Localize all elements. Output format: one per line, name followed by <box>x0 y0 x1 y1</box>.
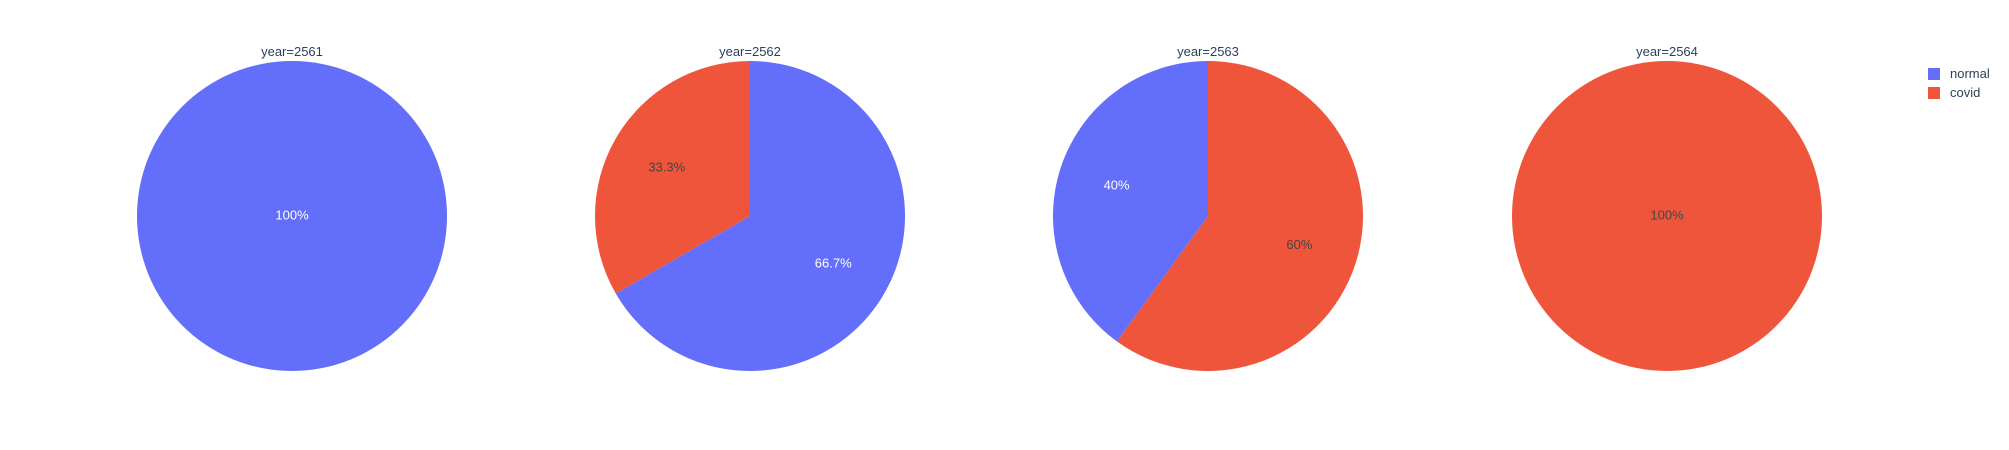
slice-percent-label: 100% <box>275 207 309 222</box>
legend-label: covid <box>1950 85 1980 100</box>
pie-facet: year=2562 66.7% 33.3% <box>595 44 905 371</box>
facet-title: year=2563 <box>1177 44 1239 59</box>
pie-facet: year=2561 100% <box>137 44 447 371</box>
pie-slice-covid[interactable] <box>595 61 750 294</box>
pie-facet: year=2563 60% 40% <box>1053 44 1364 371</box>
legend-label: normal <box>1950 66 1990 81</box>
slice-percent-label: 60% <box>1286 237 1312 252</box>
legend: normal covid <box>1928 66 1990 100</box>
slice-percent-label: 33.3% <box>648 159 685 174</box>
slice-percent-label: 40% <box>1104 178 1130 193</box>
slice-percent-label: 66.7% <box>815 255 852 270</box>
pie-facet: year=2564 100% <box>1512 44 1822 371</box>
pie-slice-covid[interactable] <box>1116 61 1364 371</box>
slice-percent-label: 100% <box>1650 207 1684 222</box>
legend-item-normal[interactable]: normal <box>1928 66 1990 81</box>
facet-title: year=2562 <box>719 44 781 59</box>
pie-slice-normal[interactable] <box>1053 61 1208 342</box>
facet-title: year=2561 <box>261 44 323 59</box>
facets-group: year=2561100%year=256266.7%33.3%year=256… <box>137 44 1822 371</box>
legend-swatch <box>1928 87 1940 99</box>
pie-slice-covid[interactable] <box>1512 61 1822 371</box>
legend-swatch <box>1928 68 1940 80</box>
legend-item-covid[interactable]: covid <box>1928 85 1980 100</box>
facet-title: year=2564 <box>1636 44 1698 59</box>
pie-slice-normal[interactable] <box>615 61 905 371</box>
pie-slice-normal[interactable] <box>137 61 447 371</box>
